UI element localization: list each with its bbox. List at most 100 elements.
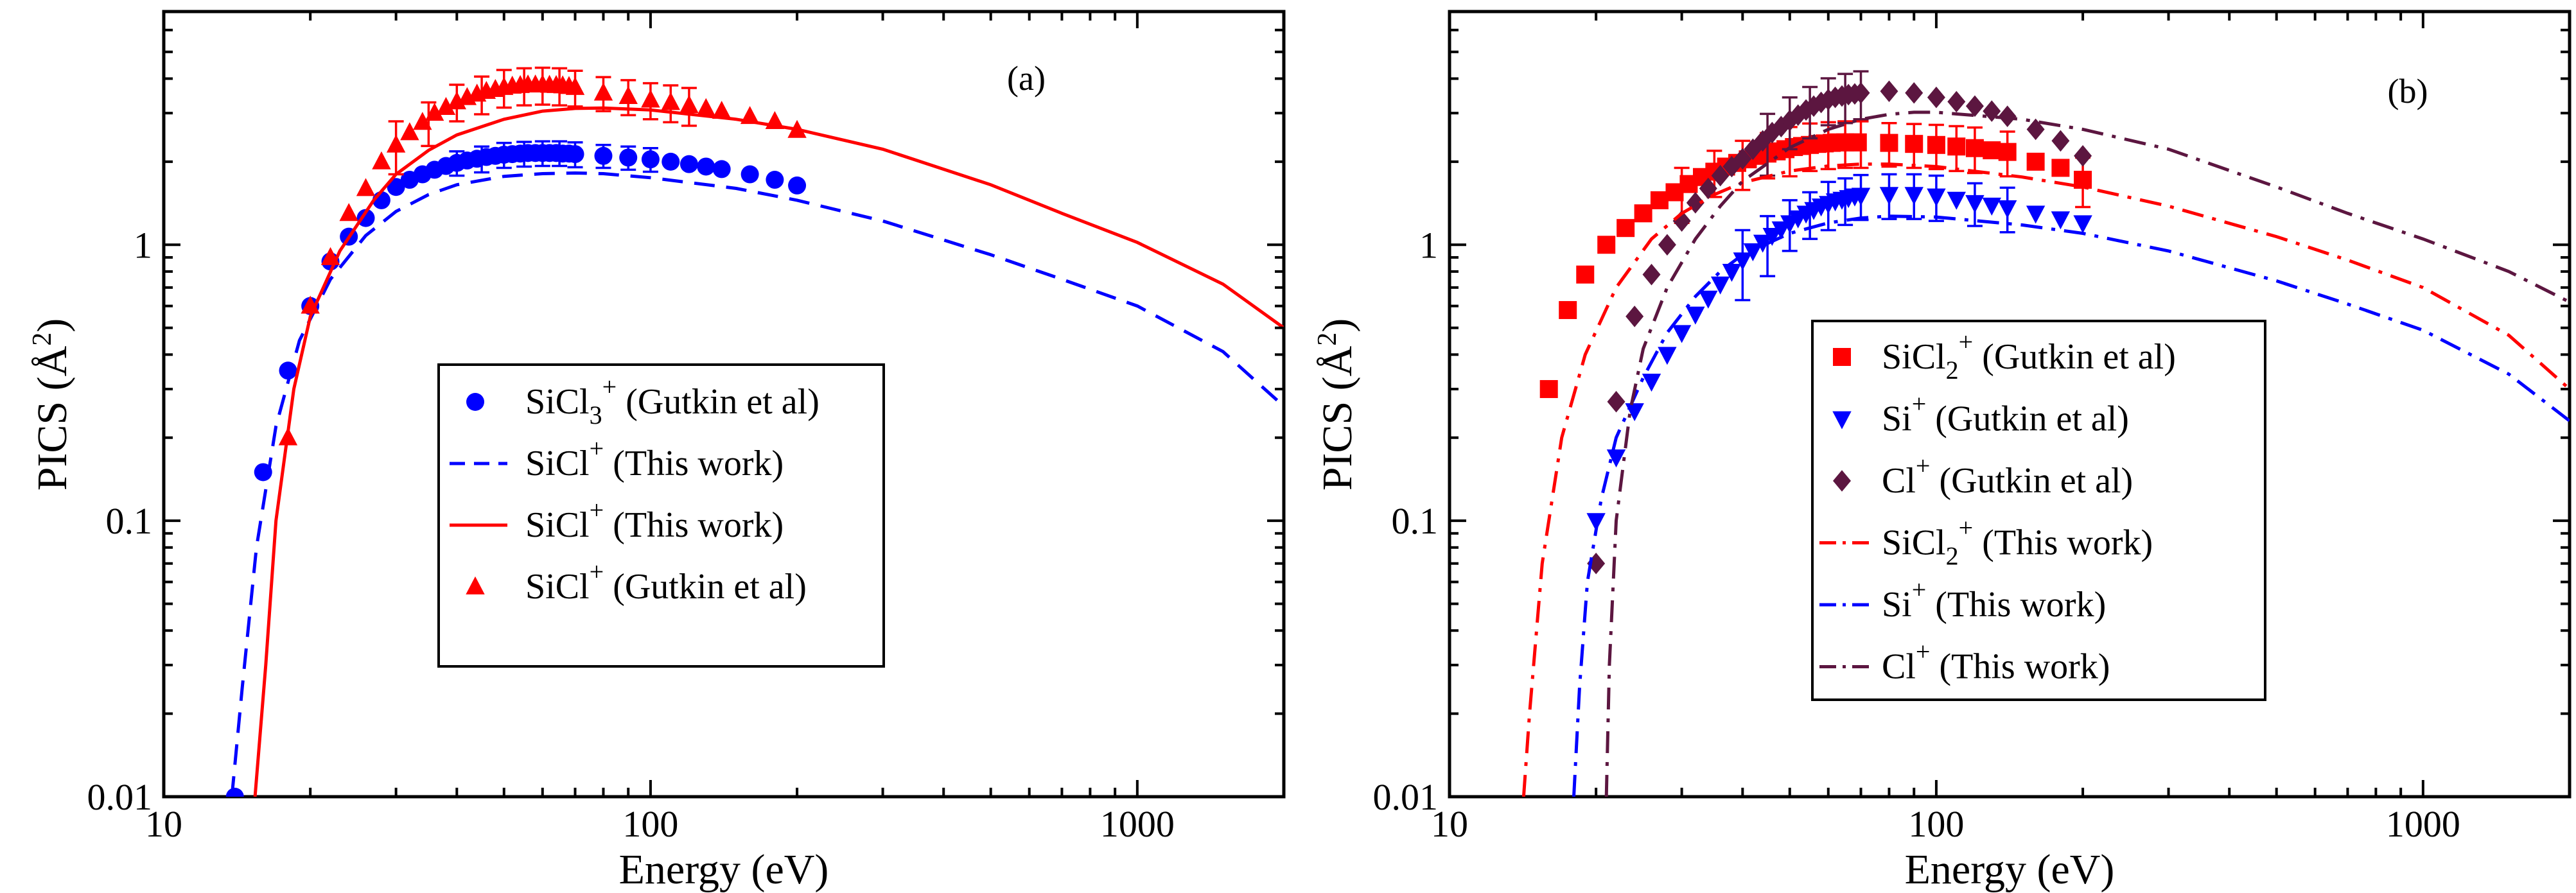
series-si-gutkin-et-al-point [1699,290,1718,309]
series-si-gutkin-et-al-point [1642,374,1661,392]
axis-ticks-a: 10 100 1000 0.01 0.1 1 [87,10,1285,845]
legend-entry: SiCl2+ (This work) [1819,514,2153,571]
series-cl-gutkin-et-al-point [1672,210,1691,232]
series-sicl2-gutkin-et-al-point [1998,143,2017,161]
series-sicl3-gutkin-et-al-point [594,146,613,165]
series-si-gutkin-et-al-point [1658,347,1677,365]
series-sicl3-gutkin-et-al-point [356,209,375,227]
y-tick-label: 1 [1419,224,1438,266]
legend-label: SiCl+ (Gutkin et al) [525,557,807,607]
legend-label: Cl+ (Gutkin et al) [1882,451,2133,501]
series-si-gutkin-et-al-point [2026,205,2046,224]
chart-panel-a: 10 100 1000 0.01 0.1 1 (a) Energy (eV) PICS (… [28,10,1286,893]
series-si-gutkin-et-al-point [1743,243,1763,261]
series-sicl3-gutkin-et-al-point [225,788,244,797]
y-tick-label: 0.01 [1373,776,1439,818]
legend-label: SiCl+ (This work) [525,496,784,545]
series-sicl2-gutkin-et-al-point [1617,219,1635,238]
x-axis-title-a: Energy (eV) [619,846,829,893]
panel-label-a: (a) [1007,59,1046,98]
legend-marker-swatch [1833,470,1851,492]
series-cl-gutkin-et-al-point [1880,80,1898,102]
series-si-gutkin-et-al-error-bar [1760,214,1776,277]
series-sicl-gutkin-et-al-point [400,122,419,141]
series-sicl3-gutkin-et-al-point [662,152,680,171]
plot-frame-a [162,10,1286,799]
legend-entries-b: SiCl2+ (Gutkin et al) Si+ (Gutkin et al) C… [1819,327,2176,687]
series-sicl2-gutkin-et-al-point [1634,204,1652,223]
series-sicl-gutkin-et-al-point [425,103,444,121]
plot-frame-b [1448,10,2572,799]
legend-box-a [437,363,885,668]
series-cl-gutkin-et-al-point [1753,130,1772,152]
legend-marker-swatch [1832,411,1852,429]
series-sicl2-gutkin-et-al-point [1983,141,2001,160]
legend-entry: SiCl+ (This work) [450,496,784,545]
y-axis-title-b: PICS (Å2) [1313,318,1361,491]
series-sicl3-gutkin-et-al-point [788,176,807,195]
series-sicl-gutkin-et-al-point [436,96,456,115]
series-cl-gutkin-et-al-point [1965,95,1984,117]
series-sicl2-gutkin-et-al-point [1650,191,1669,209]
series-sicl-gutkin-et-al-point [787,119,807,138]
series-sicl3-gutkin-et-al-point [697,157,715,176]
legend-label: Si+ (Gutkin et al) [1882,390,2129,439]
series-sicl2-gutkin-et-al-point [1880,134,1898,152]
series-si-gutkin-et-al-point [1927,188,1946,207]
series-sicl-gutkin-et-al-point [679,95,699,114]
series-sicl3-gutkin-et-al-point [766,171,784,189]
legend-entry: SiCl3+ (Gutkin et al) [466,372,819,429]
series-sicl3-gutkin-et-al-point [641,150,660,169]
legend-label: SiCl2+ (This work) [1882,514,2153,571]
series-cl-gutkin-et-al-point [1905,82,1923,104]
legend-a: SiCl3+ (Gutkin et al) SiCl+ (This work) Si… [437,363,885,668]
legend-entry: Cl+ (Gutkin et al) [1833,451,2133,501]
series-sicl-gutkin-et-al-point [339,203,358,221]
x-tick-label: 10 [145,803,182,845]
series-si-gutkin-et-al-point [1965,195,1985,213]
series-sicl-gutkin-et-al-point [356,178,376,196]
y-tick-label: 0.1 [106,500,153,542]
series-sicl2-gutkin-et-al-point [1539,380,1558,399]
series-cl-gutkin-et-al-point [1711,164,1730,187]
series-sicl-gutkin-et-al-point [593,82,613,101]
panel-label-b: (b) [2388,72,2428,110]
series-sicl-gutkin-et-al-point [661,92,680,110]
series-sicl-gutkin-et-al-point [278,427,298,446]
x-tick-label: 100 [1908,803,1964,845]
series-cl-gutkin-et-al-point [2026,118,2045,141]
legend-marker-swatch [466,393,484,411]
x-tick-label: 10 [1431,803,1468,845]
series-cl-gutkin-et-al-point [1805,95,1823,117]
legend-label: Si+ (This work) [1882,575,2106,625]
series-sicl3-gutkin-et-al-point [679,155,698,173]
legend-label: SiCl+ (This work) [525,434,784,483]
series-sicl-gutkin-et-al-point [618,85,638,104]
series-sicl2-gutkin-et-al-point [1905,135,1923,153]
series-si-gutkin-et-al-point [1851,187,1871,206]
series-sicl-gutkin-et-al-point [740,106,760,125]
series-sicl-gutkin-et-al-point [386,134,406,153]
series-cl-gutkin-et-al-point [1947,91,1966,113]
series-si-gutkin-et-al-point [1879,187,1899,205]
series-sicl-this-work-line [230,171,1284,797]
series-sicl2-gutkin-et-al-point [1965,139,1984,157]
legend-label: Cl+ (This work) [1882,637,2110,687]
legend-entry: Si+ (This work) [1819,575,2106,625]
series-sicl2-gutkin-et-al-point [1947,137,1966,156]
x-tick-label: 1000 [1100,803,1175,845]
series-si-gutkin-et-al-point [1771,221,1791,239]
series-cl-gutkin-et-al-point [1733,148,1752,170]
series-cl-gutkin-et-al-point [1927,86,1945,108]
series-si-gutkin-et-al-point [1762,228,1782,247]
axis-ticks-b: 10 100 1000 0.01 0.1 1 [1373,10,2571,845]
series-si-gutkin-et-al-point [2073,215,2092,234]
series-cl-gutkin-et-al-point [2074,144,2092,167]
series-sicl2-gutkin-et-al-point [1559,300,1577,319]
legend-entry: Si+ (Gutkin et al) [1832,390,2129,439]
series-sicl2-gutkin-et-al-point [1597,236,1616,254]
series-sicl2-gutkin-et-al-point [1576,265,1595,284]
legend-entry: Cl+ (This work) [1819,637,2110,687]
series-sicl-gutkin-et-al-point [372,151,391,169]
series-sicl3-gutkin-et-al-point [712,160,731,178]
